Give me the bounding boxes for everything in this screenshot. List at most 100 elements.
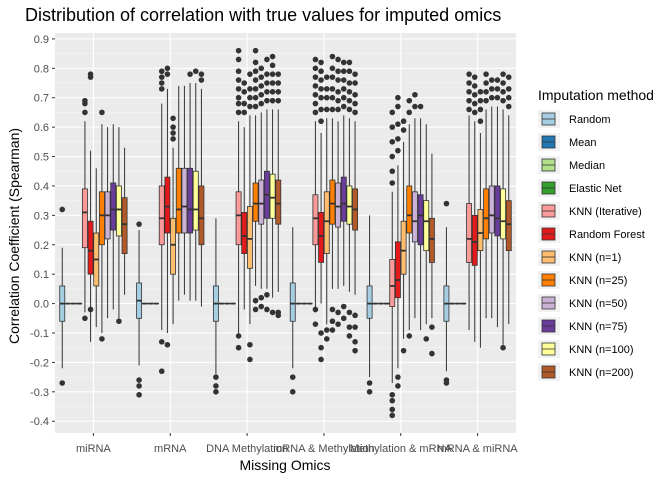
- outlier-point: [269, 309, 276, 316]
- box: [477, 209, 484, 252]
- box-group: [289, 53, 359, 395]
- outlier-point: [505, 74, 512, 80]
- outlier-point: [247, 103, 253, 110]
- outlier-point: [412, 91, 418, 98]
- outlier-point: [264, 306, 270, 313]
- outlier-point: [247, 71, 253, 77]
- outlier-point: [164, 341, 171, 348]
- outlier-point: [258, 65, 265, 72]
- outlier-point: [158, 339, 165, 345]
- outlier-point: [241, 80, 248, 86]
- outlier-point: [477, 106, 484, 113]
- x-axis-title: Missing Omics: [239, 457, 330, 473]
- outlier-point: [500, 80, 506, 86]
- outlier-point: [366, 389, 373, 395]
- legend-label: Random Forest: [569, 229, 645, 241]
- outlier-point: [312, 65, 319, 72]
- box: [428, 217, 435, 263]
- box: [241, 212, 248, 254]
- legend-label: KNN (n=100): [569, 344, 634, 356]
- box: [246, 206, 253, 269]
- outlier-point: [329, 327, 336, 333]
- outlier-point: [400, 347, 407, 354]
- y-tick-label: 0.0: [34, 299, 49, 311]
- outlier-point: [500, 71, 506, 77]
- outlier-point: [395, 94, 401, 101]
- outlier-point: [136, 221, 142, 227]
- outlier-point: [335, 97, 341, 104]
- outlier-point: [400, 118, 407, 125]
- outlier-point: [269, 71, 276, 77]
- outlier-point: [494, 86, 501, 92]
- box: [81, 188, 88, 249]
- outlier-point: [389, 412, 396, 419]
- outlier-point: [340, 315, 347, 322]
- outlier-point: [340, 86, 347, 92]
- outlier-point: [352, 339, 358, 345]
- legend-label: KNN (n=1): [569, 252, 621, 264]
- box: [494, 185, 501, 237]
- legend-label: KNN (n=25): [569, 275, 627, 287]
- box: [252, 182, 259, 222]
- outlier-point: [235, 68, 242, 75]
- outlier-point: [213, 389, 219, 395]
- outlier-point: [312, 91, 319, 98]
- outlier-point: [471, 74, 478, 80]
- y-axis-title: Correlation Coefficient (Spearman): [6, 128, 22, 344]
- outlier-point: [483, 89, 489, 95]
- legend-label: KNN (Iterative): [569, 206, 642, 218]
- outlier-point: [352, 324, 358, 330]
- outlier-point: [318, 77, 324, 83]
- outlier-point: [340, 303, 347, 310]
- outlier-point: [318, 86, 324, 92]
- outlier-point: [158, 368, 165, 375]
- legend-label: Mean: [569, 137, 597, 149]
- box-group: [443, 71, 512, 386]
- outlier-point: [235, 344, 242, 351]
- outlier-point: [340, 103, 347, 110]
- box-group: [59, 71, 128, 386]
- y-tick-label: -0.1: [30, 328, 49, 340]
- outlier-point: [258, 100, 265, 107]
- box: [235, 191, 242, 246]
- outlier-point: [395, 383, 401, 389]
- outlier-point: [235, 333, 242, 339]
- outlier-point: [395, 374, 401, 380]
- outlier-point: [264, 71, 270, 77]
- outlier-point: [318, 106, 324, 113]
- outlier-point: [352, 109, 358, 116]
- outlier-point: [346, 89, 353, 95]
- outlier-point: [352, 71, 358, 77]
- outlier-point: [477, 118, 484, 125]
- outlier-point: [335, 56, 341, 63]
- outlier-point: [252, 68, 259, 75]
- y-tick-label: 0.2: [34, 240, 49, 252]
- outlier-point: [170, 136, 176, 142]
- outlier-point: [318, 59, 324, 66]
- outlier-point: [389, 139, 396, 145]
- box: [187, 167, 194, 234]
- outlier-point: [366, 380, 373, 386]
- outlier-point: [389, 391, 396, 398]
- outlier-point: [335, 309, 341, 316]
- outlier-point: [500, 97, 506, 104]
- outlier-point: [87, 306, 94, 313]
- outlier-point: [483, 80, 489, 86]
- outlier-point: [136, 391, 142, 398]
- legend-title: Imputation method: [538, 87, 654, 103]
- outlier-point: [318, 118, 324, 125]
- outlier-point: [269, 80, 276, 86]
- outlier-point: [312, 321, 319, 327]
- x-tick-label: mRNA & Methylation: [273, 443, 374, 455]
- outlier-point: [170, 115, 176, 122]
- outlier-point: [312, 100, 319, 107]
- outlier-point: [395, 103, 401, 110]
- outlier-point: [389, 406, 396, 413]
- legend-label: Elastic Net: [569, 183, 622, 195]
- outlier-point: [466, 71, 472, 77]
- outlier-point: [170, 130, 176, 136]
- outlier-point: [158, 86, 165, 92]
- box: [500, 188, 507, 240]
- outlier-point: [477, 97, 484, 104]
